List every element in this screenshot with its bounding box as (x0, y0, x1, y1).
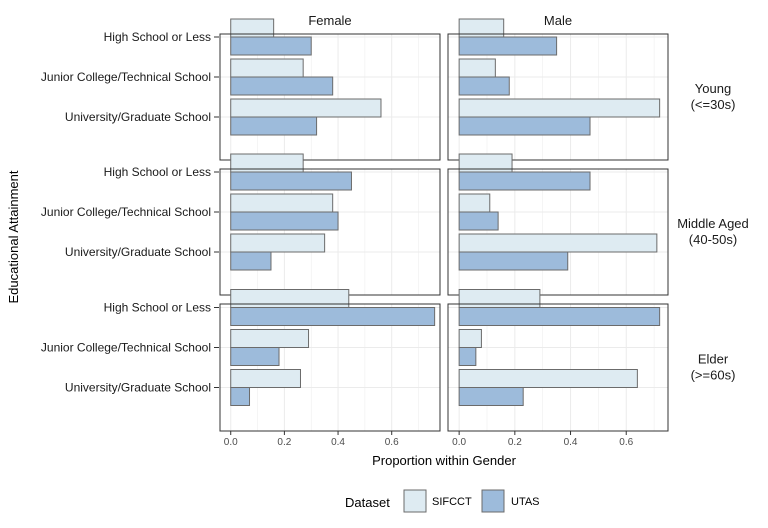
bar-elder-male-utas-junior-college-technical-school (458, 347, 477, 366)
y-axis-title: Educational Attainment (6, 170, 21, 303)
x-axis-title: Proportion within Gender (372, 453, 516, 468)
bar-elder-male-sifcct-high-school-or-less (458, 289, 541, 308)
bar-middle-female-utas-university-graduate-school (230, 251, 272, 271)
bar-middle-male-sifcct-university-graduate-school (458, 233, 658, 253)
facet-row-label-line: (<=30s) (691, 97, 736, 112)
facet-col-label-male: Male (544, 13, 572, 28)
facet-grid: Female Male Young (<=30s) High School or Les… (41, 13, 749, 448)
facet-row-label-middle: Middle Aged (40-50s) (677, 216, 749, 247)
legend-key-sifcct (403, 489, 427, 513)
category-label-university-graduate-school: University/Graduate School (65, 110, 211, 124)
facet-row-label-line: Young (695, 81, 731, 96)
bar-young-female-utas-junior-college-technical-school (230, 76, 334, 96)
bar-elder-female-sifcct-junior-college-technical-school (230, 329, 310, 348)
x-tick-label: 0.0 (224, 437, 238, 448)
bar-elder-female-sifcct-university-graduate-school (230, 369, 301, 388)
panel-border (219, 303, 441, 432)
bar-elder-male-utas-university-graduate-school (458, 387, 524, 406)
bar-middle-female-utas-high-school-or-less (230, 171, 352, 191)
facet-row-label-elder: Elder (>=60s) (691, 352, 736, 383)
bar-young-female-sifcct-junior-college-technical-school (230, 58, 304, 78)
bar-elder-female-utas-university-graduate-school (230, 387, 251, 406)
category-label-university-graduate-school: University/Graduate School (65, 245, 211, 259)
legend-label-sifcct: SIFCCT (432, 496, 472, 508)
panel-border (447, 168, 669, 296)
legend-key-utas (481, 489, 505, 513)
bar-elder-male-sifcct-junior-college-technical-school (458, 329, 482, 348)
category-label-high-school-or-less: High School or Less (104, 30, 211, 44)
category-label-high-school-or-less: High School or Less (104, 165, 211, 179)
bar-young-female-utas-high-school-or-less (230, 36, 312, 56)
panel-border (447, 33, 669, 161)
bar-elder-male-utas-high-school-or-less (458, 307, 661, 326)
x-tick-label: 0.0 (452, 437, 466, 448)
panel-elder-female: 0.0 0.2 0.4 0.6 (219, 289, 441, 448)
x-tick-label: 0.2 (508, 437, 522, 448)
bar-middle-male-utas-high-school-or-less (458, 171, 591, 191)
bar-young-male-utas-high-school-or-less (458, 36, 558, 56)
x-tick-label: 0.2 (277, 437, 291, 448)
bar-young-male-utas-university-graduate-school (458, 116, 591, 136)
x-tick-label: 0.6 (619, 437, 633, 448)
category-label-university-graduate-school: University/Graduate School (65, 381, 211, 395)
bar-middle-male-utas-university-graduate-school (458, 251, 569, 271)
bar-young-male-sifcct-junior-college-technical-school (458, 58, 496, 78)
bar-young-female-sifcct-university-graduate-school (230, 98, 382, 118)
bar-middle-male-utas-junior-college-technical-school (458, 211, 499, 231)
facet-row-label-line: Elder (698, 352, 729, 367)
facet-row-label-line: (40-50s) (689, 232, 737, 247)
panel-middle-male (447, 153, 669, 296)
panel-young-female (219, 18, 441, 161)
category-label-junior-college-technical-school: Junior College/Technical School (41, 70, 211, 84)
panel-young-male (447, 18, 669, 161)
legend-label-utas: UTAS (511, 496, 540, 508)
bar-young-male-sifcct-university-graduate-school (458, 98, 661, 118)
facet-row-label-line: (>=60s) (691, 368, 736, 383)
bar-middle-female-sifcct-junior-college-technical-school (230, 193, 334, 213)
category-label-high-school-or-less: High School or Less (104, 301, 211, 315)
bar-middle-female-sifcct-university-graduate-school (230, 233, 326, 253)
facet-row-label-line: Middle Aged (677, 216, 749, 231)
bar-middle-female-utas-junior-college-technical-school (230, 211, 339, 231)
panel-border (219, 33, 441, 161)
bar-young-male-utas-junior-college-technical-school (458, 76, 510, 96)
bar-elder-male-sifcct-university-graduate-school (458, 369, 638, 388)
panel-border (447, 303, 669, 432)
facet-row-label-young: Young (<=30s) (691, 81, 736, 112)
legend: Dataset SIFCCT UTAS (345, 489, 540, 513)
category-label-junior-college-technical-school: Junior College/Technical School (41, 341, 211, 355)
bar-elder-female-utas-junior-college-technical-school (230, 347, 280, 366)
legend-title: Dataset (345, 495, 390, 510)
x-tick-label: 0.6 (385, 437, 399, 448)
bar-young-female-utas-university-graduate-school (230, 116, 318, 136)
bar-elder-female-sifcct-high-school-or-less (230, 289, 350, 308)
bar-middle-male-sifcct-junior-college-technical-school (458, 193, 491, 213)
x-tick-label: 0.4 (564, 437, 578, 448)
x-tick-label: 0.4 (331, 437, 345, 448)
bar-elder-female-utas-high-school-or-less (230, 307, 436, 326)
category-label-junior-college-technical-school: Junior College/Technical School (41, 205, 211, 219)
panel-middle-female (219, 153, 441, 296)
facet-col-label-female: Female (308, 13, 351, 28)
panel-elder-male: 0.0 0.2 0.4 0.6 (447, 289, 669, 448)
